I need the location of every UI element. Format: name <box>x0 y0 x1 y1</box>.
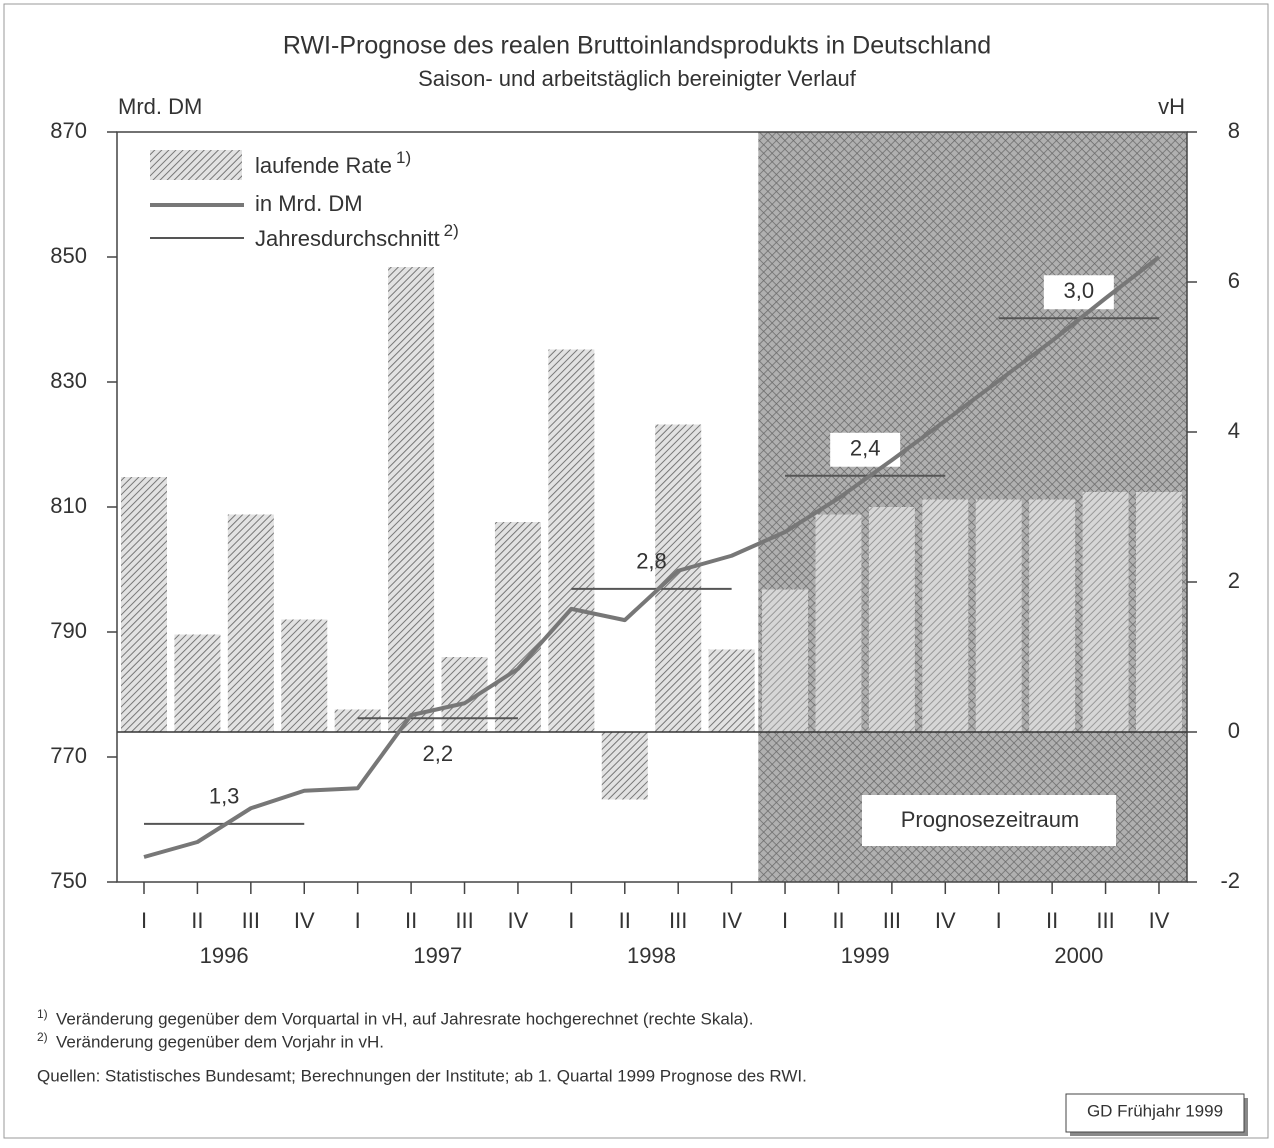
x-tick-label: III <box>669 908 687 933</box>
x-tick-label: IV <box>721 908 742 933</box>
bar <box>762 589 809 732</box>
y-tick-label: 810 <box>50 493 87 518</box>
legend-swatch-bar <box>150 150 242 180</box>
bar <box>121 477 167 732</box>
year-label: 1997 <box>413 943 462 968</box>
year-label: 1999 <box>841 943 890 968</box>
bar <box>815 514 862 732</box>
y-tick-label: 870 <box>50 118 87 143</box>
bar <box>334 709 381 732</box>
y2-tick-label: 6 <box>1228 268 1240 293</box>
x-tick-label: III <box>242 908 260 933</box>
annual-rate-label: 2,4 <box>850 436 881 461</box>
bar <box>548 349 595 732</box>
x-tick-label: I <box>141 908 147 933</box>
bar <box>1082 492 1129 732</box>
footnote-text: Veränderung gegenüber dem Vorquartal in … <box>56 1009 753 1028</box>
bar <box>655 424 702 732</box>
x-tick-label: I <box>568 908 574 933</box>
source: Quellen: Statistisches Bundesamt; Berech… <box>37 1066 807 1085</box>
y2-tick-label: -2 <box>1220 868 1240 893</box>
bar <box>975 499 1022 732</box>
x-tick-label: II <box>619 908 631 933</box>
bar <box>868 507 915 732</box>
y-axis-label: Mrd. DM <box>118 94 202 119</box>
y2-tick-label: 8 <box>1228 118 1240 143</box>
footnote-marker: 2) <box>37 1030 48 1044</box>
x-tick-label: IV <box>294 908 315 933</box>
level-line <box>143 255 1161 859</box>
x-tick-label: II <box>191 908 203 933</box>
x-tick-label: III <box>455 908 473 933</box>
bar <box>708 649 755 732</box>
bar <box>174 634 221 732</box>
y2-tick-label: 2 <box>1228 568 1240 593</box>
x-tick-label: II <box>1046 908 1058 933</box>
x-tick-label: III <box>883 908 901 933</box>
frame <box>3 3 1269 1139</box>
legend-label: in Mrd. DM <box>255 191 363 216</box>
footnote-text: Veränderung gegenüber dem Vorjahr in vH. <box>56 1032 384 1051</box>
badge-box <box>1065 1093 1245 1133</box>
annual-rate-label: 1,3 <box>209 784 240 809</box>
x-tick-label: IV <box>508 908 529 933</box>
y2-tick-label: 4 <box>1228 418 1240 443</box>
legend-note: 2) <box>444 221 459 240</box>
year-label: 2000 <box>1054 943 1103 968</box>
chart-subtitle: Saison- und arbeitstäglich bereinigter V… <box>418 66 857 91</box>
x-tick-label: IV <box>1149 908 1170 933</box>
annual-label-bg <box>1043 275 1114 310</box>
x-tick-label: I <box>355 908 361 933</box>
year-label: 1996 <box>200 943 249 968</box>
x-tick-label: I <box>782 908 788 933</box>
annual-rate-label: 2,8 <box>636 549 667 574</box>
legend-label: laufende Rate 1) <box>255 148 411 177</box>
y-tick-label: 750 <box>50 868 87 893</box>
bar <box>601 732 648 800</box>
year-label: 1998 <box>627 943 676 968</box>
x-tick-label: IV <box>935 908 956 933</box>
bar <box>281 619 328 732</box>
bar <box>922 499 969 732</box>
annual-rate-label: 2,2 <box>423 741 454 766</box>
y2-axis-label: vH <box>1158 94 1185 119</box>
x-tick-label: I <box>996 908 1002 933</box>
bar <box>227 514 274 732</box>
legend-note: 1) <box>396 148 411 167</box>
bar <box>1135 492 1182 732</box>
y-tick-label: 790 <box>50 618 87 643</box>
x-tick-label: II <box>832 908 844 933</box>
forecast-label-box <box>862 795 1116 846</box>
y-tick-label: 830 <box>50 368 87 393</box>
badge: GD Frühjahr 1999 <box>1087 1101 1223 1120</box>
bar <box>388 267 435 732</box>
legend-text: laufende Rate <box>255 153 392 178</box>
footnote-marker: 1) <box>37 1007 48 1021</box>
y2-tick-label: 0 <box>1228 718 1240 743</box>
y-tick-label: 770 <box>50 743 87 768</box>
y-tick-label: 850 <box>50 243 87 268</box>
legend-text: Jahresdurchschnitt <box>255 226 440 251</box>
legend-label: Jahresdurchschnitt 2) <box>255 221 459 250</box>
legend-text: in Mrd. DM <box>255 191 363 216</box>
annual-rate-label: 3,0 <box>1064 278 1095 303</box>
forecast-label: Prognosezeitraum <box>901 807 1080 832</box>
x-tick-label: III <box>1096 908 1114 933</box>
bar <box>494 522 541 732</box>
x-tick-label: II <box>405 908 417 933</box>
bar <box>1029 499 1076 732</box>
chart-title: RWI-Prognose des realen Bruttoinlandspro… <box>283 32 991 60</box>
